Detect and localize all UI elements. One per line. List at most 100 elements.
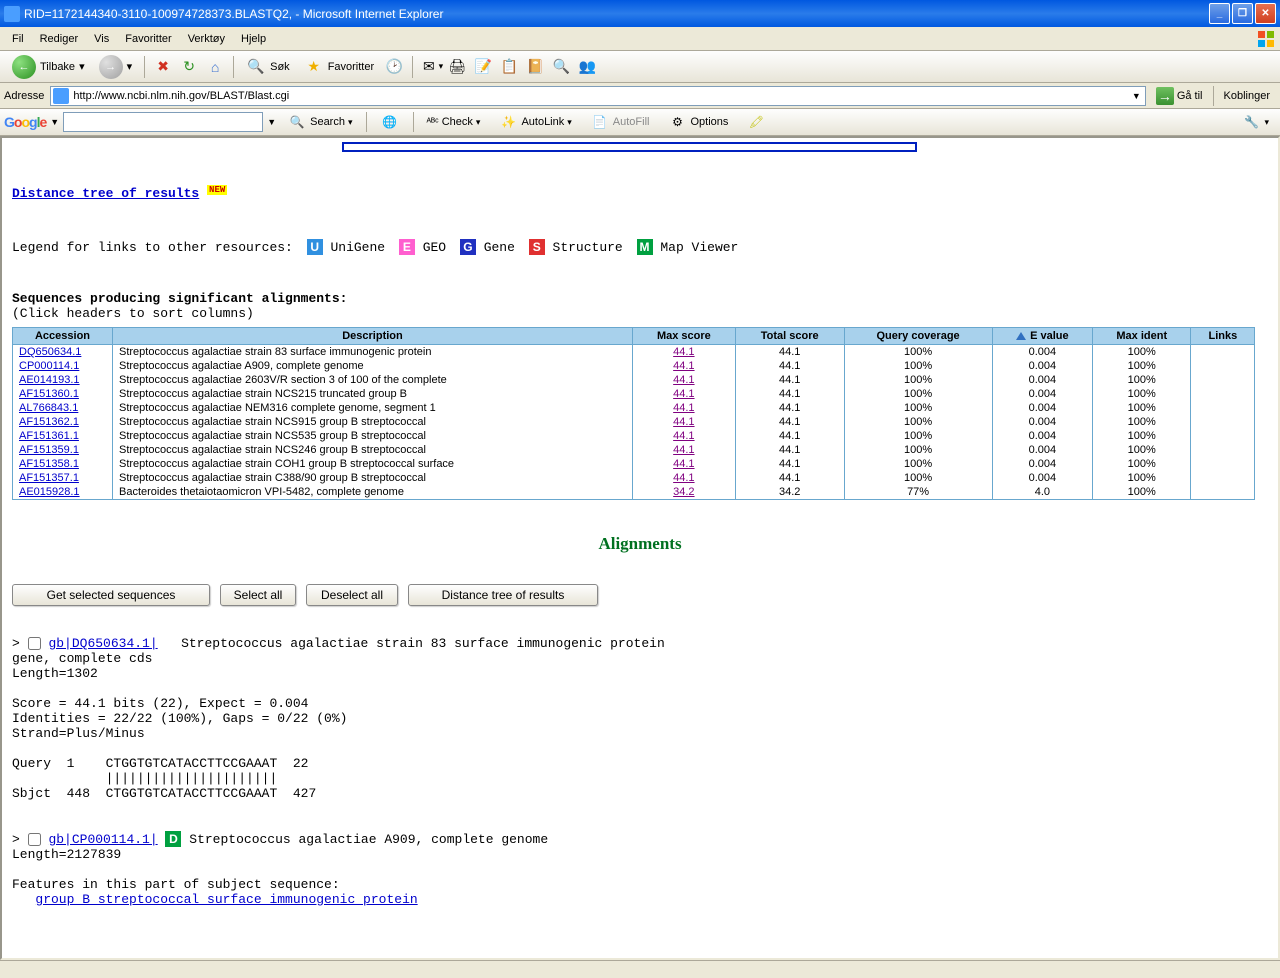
back-button[interactable]: ← Tilbake ▾: [6, 52, 91, 82]
column-header[interactable]: Links: [1191, 328, 1255, 345]
column-header[interactable]: Max ident: [1093, 328, 1191, 345]
discuss-button[interactable]: 📋: [497, 55, 521, 79]
alignment-checkbox[interactable]: [28, 833, 41, 846]
page-content[interactable]: Distance tree of results NEW Legend for …: [0, 136, 1280, 960]
accession-link[interactable]: DQ650634.1: [13, 345, 113, 360]
column-header[interactable]: Accession: [13, 328, 113, 345]
max-ident-cell: 100%: [1093, 471, 1191, 485]
max-score-link[interactable]: 44.1: [633, 443, 736, 457]
results-table: AccessionDescriptionMax scoreTotal score…: [12, 327, 1255, 500]
alignment-accession-link[interactable]: gb|DQ650634.1|: [48, 636, 157, 651]
max-score-link[interactable]: 44.1: [633, 429, 736, 443]
tool-button[interactable]: 🔍: [549, 55, 573, 79]
menu-verktoy[interactable]: Verktøy: [180, 31, 233, 47]
print-button[interactable]: 🖨: [445, 55, 469, 79]
forward-button[interactable]: → ▾: [93, 52, 139, 82]
google-autofill-button[interactable]: 📄 AutoFill: [583, 109, 657, 135]
messenger-button[interactable]: 👥: [575, 55, 599, 79]
alignment-sbjct: Sbjct 448 CTGGTGTCATACCTTCCGAAAT 427: [12, 786, 1268, 801]
google-news-button[interactable]: 🌐: [373, 109, 407, 135]
refresh-button[interactable]: ↻: [177, 55, 201, 79]
menu-rediger[interactable]: Rediger: [32, 31, 87, 47]
max-score-link[interactable]: 44.1: [633, 387, 736, 401]
google-settings-button[interactable]: 🔧▾: [1234, 109, 1276, 135]
history-button[interactable]: 🕑: [382, 55, 406, 79]
table-row: AE014193.1Streptococcus agalactiae 2603V…: [13, 373, 1255, 387]
minimize-button[interactable]: _: [1209, 3, 1230, 24]
chevron-down-icon: ▾: [1264, 117, 1269, 128]
select-all-button[interactable]: Select all: [220, 584, 296, 606]
accession-link[interactable]: AE014193.1: [13, 373, 113, 387]
menu-vis[interactable]: Vis: [86, 31, 117, 47]
go-button[interactable]: → Gå til: [1150, 86, 1209, 106]
chevron-down-icon[interactable]: ▼: [1132, 91, 1141, 101]
max-score-link[interactable]: 44.1: [633, 345, 736, 360]
column-header[interactable]: Description: [113, 328, 633, 345]
alignment-accession-link[interactable]: gb|CP000114.1|: [48, 832, 157, 847]
google-search-button[interactable]: 🔍 Search ▾: [280, 109, 359, 135]
legend-icon-gene[interactable]: G: [460, 239, 476, 255]
column-header[interactable]: E value: [992, 328, 1093, 345]
distance-tree-button[interactable]: Distance tree of results: [408, 584, 598, 606]
accession-link[interactable]: AF151359.1: [13, 443, 113, 457]
column-header[interactable]: Query coverage: [844, 328, 992, 345]
max-score-link[interactable]: 44.1: [633, 415, 736, 429]
deselect-all-button[interactable]: Deselect all: [306, 584, 398, 606]
alignment-checkbox[interactable]: [28, 637, 41, 650]
column-header[interactable]: Max score: [633, 328, 736, 345]
accession-link[interactable]: AF151357.1: [13, 471, 113, 485]
edit-button[interactable]: 📝: [471, 55, 495, 79]
max-ident-cell: 100%: [1093, 415, 1191, 429]
accession-link[interactable]: AF151358.1: [13, 457, 113, 471]
close-button[interactable]: ✕: [1255, 3, 1276, 24]
legend-icon-geo[interactable]: E: [399, 239, 415, 255]
search-button[interactable]: 🔍 Søk: [240, 54, 296, 80]
google-options-button[interactable]: ⚙ Options: [660, 109, 735, 135]
e-value-cell: 0.004: [992, 457, 1093, 471]
max-score-link[interactable]: 44.1: [633, 359, 736, 373]
chevron-down-icon[interactable]: ▼: [50, 117, 59, 127]
accession-link[interactable]: AF151361.1: [13, 429, 113, 443]
mail-button[interactable]: ✉▾: [419, 55, 443, 79]
max-score-link[interactable]: 44.1: [633, 457, 736, 471]
accession-link[interactable]: AF151360.1: [13, 387, 113, 401]
menu-fil[interactable]: Fil: [4, 31, 32, 47]
total-score-cell: 44.1: [735, 457, 844, 471]
accession-link[interactable]: CP000114.1: [13, 359, 113, 373]
google-autolink-button[interactable]: ✨ AutoLink ▾: [491, 109, 578, 135]
max-score-link[interactable]: 44.1: [633, 471, 736, 485]
column-header[interactable]: Total score: [735, 328, 844, 345]
accession-link[interactable]: AE015928.1: [13, 485, 113, 500]
legend-icon-map-viewer[interactable]: M: [637, 239, 653, 255]
resource-icon[interactable]: D: [165, 831, 181, 847]
query-coverage-cell: 100%: [844, 471, 992, 485]
legend-icon-unigene[interactable]: U: [307, 239, 323, 255]
links-label[interactable]: Koblinger: [1218, 90, 1276, 102]
chevron-down-icon[interactable]: ▼: [267, 117, 276, 127]
research-button[interactable]: 📔: [523, 55, 547, 79]
accession-link[interactable]: AL766843.1: [13, 401, 113, 415]
legend-icon-structure[interactable]: S: [529, 239, 545, 255]
google-check-button[interactable]: ᴬᴮᶜ Check ▾: [420, 113, 488, 131]
distance-tree-link[interactable]: Distance tree of results: [12, 186, 199, 201]
home-button[interactable]: ⌂: [203, 55, 227, 79]
feature-link[interactable]: group B streptococcal surface immunogeni…: [35, 892, 417, 907]
address-input[interactable]: http://www.ncbi.nlm.nih.gov/BLAST/Blast.…: [50, 86, 1145, 106]
alignment-block-1: > gb|DQ650634.1| Streptococcus agalactia…: [12, 636, 1268, 801]
google-highlight-button[interactable]: 🖍: [739, 109, 773, 135]
google-logo[interactable]: Google: [4, 114, 46, 130]
max-score-link[interactable]: 44.1: [633, 401, 736, 415]
discuss-icon: 📋: [499, 57, 519, 77]
max-score-link[interactable]: 44.1: [633, 373, 736, 387]
favorites-button[interactable]: ★ Favoritter: [298, 54, 380, 80]
accession-link[interactable]: AF151362.1: [13, 415, 113, 429]
restore-button[interactable]: ❐: [1232, 3, 1253, 24]
google-search-input[interactable]: [63, 112, 263, 132]
get-selected-button[interactable]: Get selected sequences: [12, 584, 210, 606]
max-score-link[interactable]: 34.2: [633, 485, 736, 500]
query-coverage-cell: 100%: [844, 415, 992, 429]
stop-button[interactable]: ✖: [151, 55, 175, 79]
menu-hjelp[interactable]: Hjelp: [233, 31, 274, 47]
menu-favoritter[interactable]: Favoritter: [117, 31, 179, 47]
sequences-heading: Sequences producing significant alignmen…: [12, 291, 1268, 306]
